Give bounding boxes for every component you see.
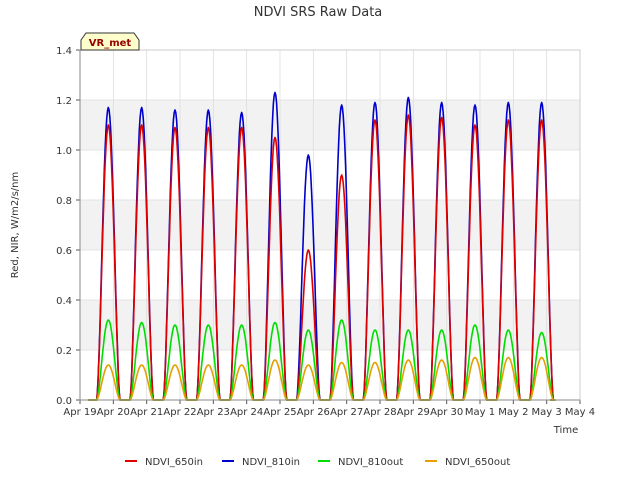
y-tick-label: 0.2 (56, 346, 72, 357)
y-tick-label: 1.0 (56, 146, 72, 157)
x-tick-label: May 2 (498, 407, 528, 418)
y-tick-label: 0.4 (56, 296, 72, 307)
x-tick-label: May 1 (465, 407, 495, 418)
x-tick-label: Apr 21 (130, 407, 163, 418)
x-tick-label: May 3 (532, 407, 562, 418)
x-tick-label: Apr 23 (197, 407, 230, 418)
y-axis-label: Red, NIR, W/m2/s/nm (10, 172, 21, 278)
x-tick-label: Apr 25 (263, 407, 296, 418)
background-bands (80, 50, 580, 400)
background-band (80, 300, 580, 350)
legend-label: NDVI_650in (145, 457, 203, 468)
x-tick-label: Apr 30 (430, 407, 463, 418)
y-tick-label: 0.6 (56, 246, 72, 257)
legend-label: NDVI_650out (445, 457, 510, 468)
annotation-box: VR_met (80, 32, 140, 51)
legend-label: NDVI_810in (242, 457, 300, 468)
x-tick-label: Apr 20 (97, 407, 130, 418)
x-tick-label: Apr 27 (330, 407, 363, 418)
y-tick-label: 1.2 (56, 96, 72, 107)
y-tick-label: 0.0 (56, 396, 72, 407)
x-tick-label: Apr 19 (63, 407, 96, 418)
background-band (80, 100, 580, 150)
x-tick-label: Apr 28 (363, 407, 396, 418)
x-tick-label: Apr 26 (297, 407, 330, 418)
chart-title: NDVI SRS Raw Data (254, 5, 383, 20)
x-tick-label: Apr 24 (230, 407, 263, 418)
y-tick-label: 1.4 (56, 46, 72, 57)
background-band (80, 200, 580, 250)
y-tick-label: 0.8 (56, 196, 72, 207)
annotation-text: VR_met (89, 38, 132, 49)
x-axis-label: Time (553, 425, 578, 436)
legend: NDVI_650in NDVI_810in NDVI_810out NDVI_650o… (125, 457, 510, 468)
x-tick-label: May 4 (565, 407, 595, 418)
annotation-badge (80, 32, 140, 51)
x-tick-label: Apr 22 (163, 407, 196, 418)
legend-label: NDVI_810out (338, 457, 403, 468)
x-tick-label: Apr 29 (397, 407, 430, 418)
